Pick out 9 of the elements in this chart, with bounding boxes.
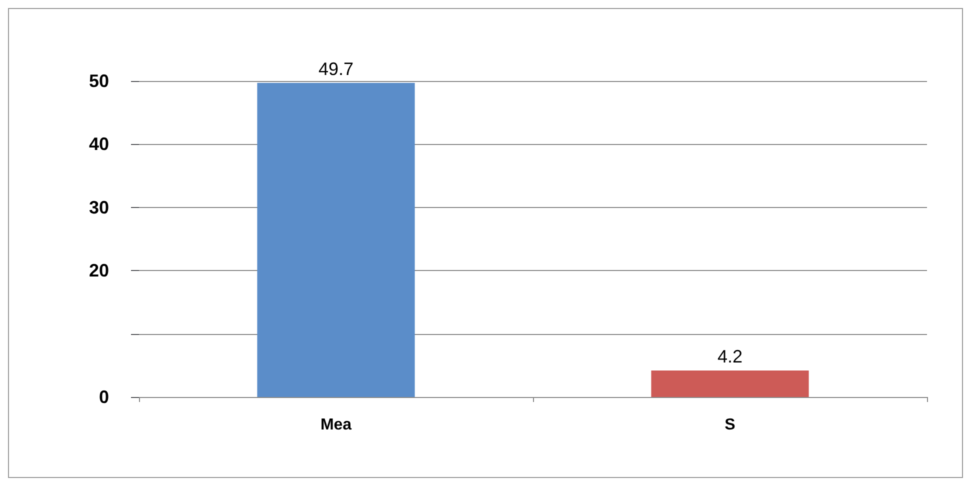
data-label: 49.7 (318, 58, 354, 79)
y-tick-label: 20 (88, 260, 109, 281)
data-label: 4.2 (717, 346, 743, 366)
y-tick-label: 50 (88, 71, 109, 91)
x-tick-label: Mea (320, 416, 352, 434)
y-tick-label: 40 (88, 134, 109, 154)
y-tick-label: 0 (98, 387, 109, 407)
y-tick-label: 30 (88, 197, 109, 218)
x-tick-label: S (724, 416, 736, 434)
